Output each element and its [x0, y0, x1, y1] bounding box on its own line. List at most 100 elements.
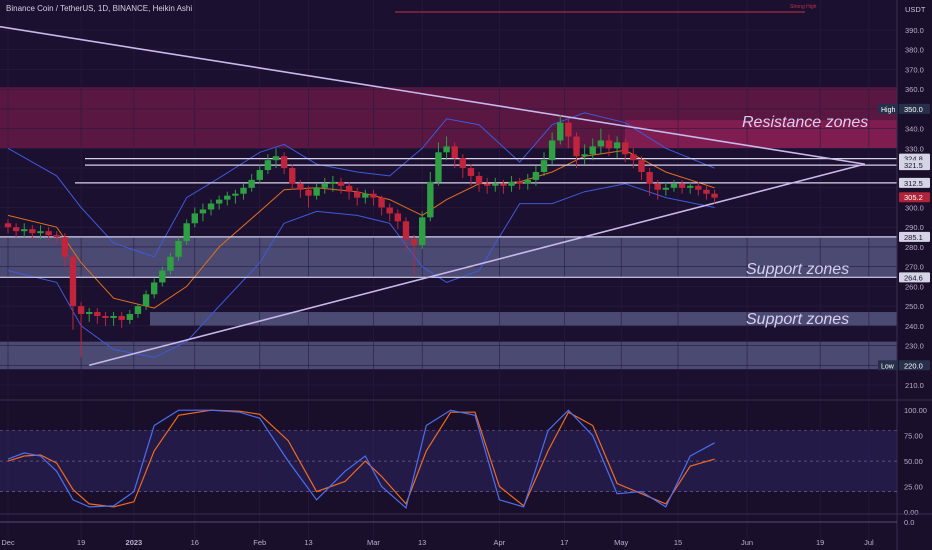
- candle-body: [459, 158, 467, 169]
- time-tick-label: 19: [816, 538, 824, 547]
- candles-layer: [4, 114, 718, 358]
- trendline-layer: [0, 25, 866, 367]
- candle-body: [118, 315, 125, 320]
- candle-body: [329, 181, 337, 184]
- candle-body: [69, 256, 77, 307]
- candle-body: [272, 156, 280, 161]
- candle-body: [638, 160, 645, 172]
- candle-body: [12, 227, 20, 232]
- support-zones-label: Support zones: [746, 311, 849, 328]
- price-tick-label: 330.0: [905, 144, 924, 153]
- price-tag: [899, 360, 930, 371]
- annotation-layer: Resistance zones Support zones Support zon…: [742, 4, 868, 328]
- price-tag: [899, 192, 930, 203]
- time-tick-label: Jun: [741, 538, 753, 547]
- main-pane-bg: [0, 0, 897, 395]
- candle-body: [305, 189, 312, 196]
- time-tick-label: Apr: [494, 538, 506, 547]
- candle-body: [500, 183, 507, 186]
- zones-layer: [0, 0, 897, 395]
- price-tag-label-bg: [878, 360, 898, 371]
- candle-body: [61, 237, 69, 257]
- price-tick-label: 260.0: [905, 282, 924, 291]
- time-tick-label: 13: [418, 538, 426, 547]
- candle-body: [4, 223, 12, 228]
- grid-layer: [0, 0, 897, 540]
- time-tick-label: 19: [77, 538, 85, 547]
- candle-body: [289, 168, 296, 184]
- candle-body: [597, 140, 605, 147]
- price-tag-value: 285.1: [904, 233, 923, 242]
- time-tick-label: 13: [304, 538, 312, 547]
- time-tick-label: 15: [674, 538, 682, 547]
- price-tag: [899, 272, 930, 283]
- candle-body: [646, 172, 653, 184]
- candle-body: [248, 179, 255, 188]
- candle-body: [126, 314, 134, 320]
- candle-body: [94, 312, 101, 316]
- candle-body: [134, 306, 142, 314]
- price-tick-label: 210.0: [905, 381, 924, 390]
- candle-body: [21, 229, 28, 232]
- bollinger-upper-line: [7, 112, 715, 258]
- price-tick-label: 250.0: [905, 302, 924, 311]
- candle-body: [159, 270, 166, 283]
- time-axis: Dec 19 2023 16 Feb 13 Mar 13 Apr 17 May 15 Jun 19 Jul: [1, 538, 874, 547]
- candle-body: [29, 229, 36, 234]
- price-tag: [899, 103, 930, 114]
- candle-body: [256, 170, 263, 180]
- stoch-tick-label: 0.00: [904, 508, 919, 517]
- candle-body: [86, 312, 93, 314]
- candle-body: [142, 294, 150, 307]
- stochastic-pane: 100.00 75.00 50.00 25.00 0.00: [0, 399, 932, 517]
- price-tag: [899, 177, 930, 188]
- candle-body: [532, 172, 540, 180]
- candle-body: [378, 197, 385, 208]
- price-tick-label: 240.0: [905, 322, 924, 331]
- candle-body: [402, 221, 410, 240]
- price-tick-label: 280.0: [905, 243, 924, 252]
- candle-body: [337, 181, 345, 186]
- candle-body: [687, 185, 694, 188]
- candle-body: [573, 136, 580, 157]
- candle-body: [475, 175, 483, 184]
- price-tick-label: 270.0: [905, 263, 924, 272]
- price-tick-label: 300.0: [905, 204, 924, 213]
- stoch-tick-label: 25.00: [904, 483, 923, 492]
- chart-title: Binance Coin / TetherUS, 1D, BINANCE, He…: [6, 4, 193, 13]
- price-tag-value: 264.6: [904, 273, 923, 282]
- macd-pane: 0.0: [0, 513, 932, 527]
- candle-body: [224, 195, 231, 200]
- candle-body: [678, 183, 686, 188]
- candle-body: [175, 241, 182, 257]
- support-zone: [0, 341, 897, 370]
- trendline: [89, 163, 866, 367]
- price-tick-label: 340.0: [905, 125, 924, 134]
- candle-body: [516, 181, 523, 184]
- time-tick-label: 17: [560, 538, 568, 547]
- candle-body: [110, 315, 117, 318]
- candle-body: [524, 179, 531, 184]
- candle-body: [483, 183, 491, 186]
- price-tag-value: 220.0: [904, 361, 923, 370]
- stoch-d-line: [7, 409, 715, 508]
- candle-body: [410, 239, 418, 245]
- candle-body: [451, 146, 458, 159]
- candle-body: [695, 185, 702, 190]
- stoch-k-line: [7, 409, 715, 510]
- price-tick-label: 230.0: [905, 342, 924, 351]
- candle-body: [581, 154, 588, 157]
- candle-body: [492, 183, 499, 186]
- candle-body: [613, 142, 621, 149]
- price-tag-value: 312.5: [904, 179, 923, 188]
- candle-body: [386, 207, 393, 214]
- price-tag-value: 350.0: [904, 105, 923, 114]
- candle-body: [240, 187, 247, 194]
- candle-body: [215, 199, 223, 204]
- candle-body: [540, 160, 548, 172]
- price-axis: USDT 390.0 380.0 370.0 360.0 340.0 330.0 300.0 2…: [878, 0, 932, 550]
- stoch-tick-label: 75.00: [904, 432, 923, 441]
- price-tag-label-bg: [878, 103, 898, 114]
